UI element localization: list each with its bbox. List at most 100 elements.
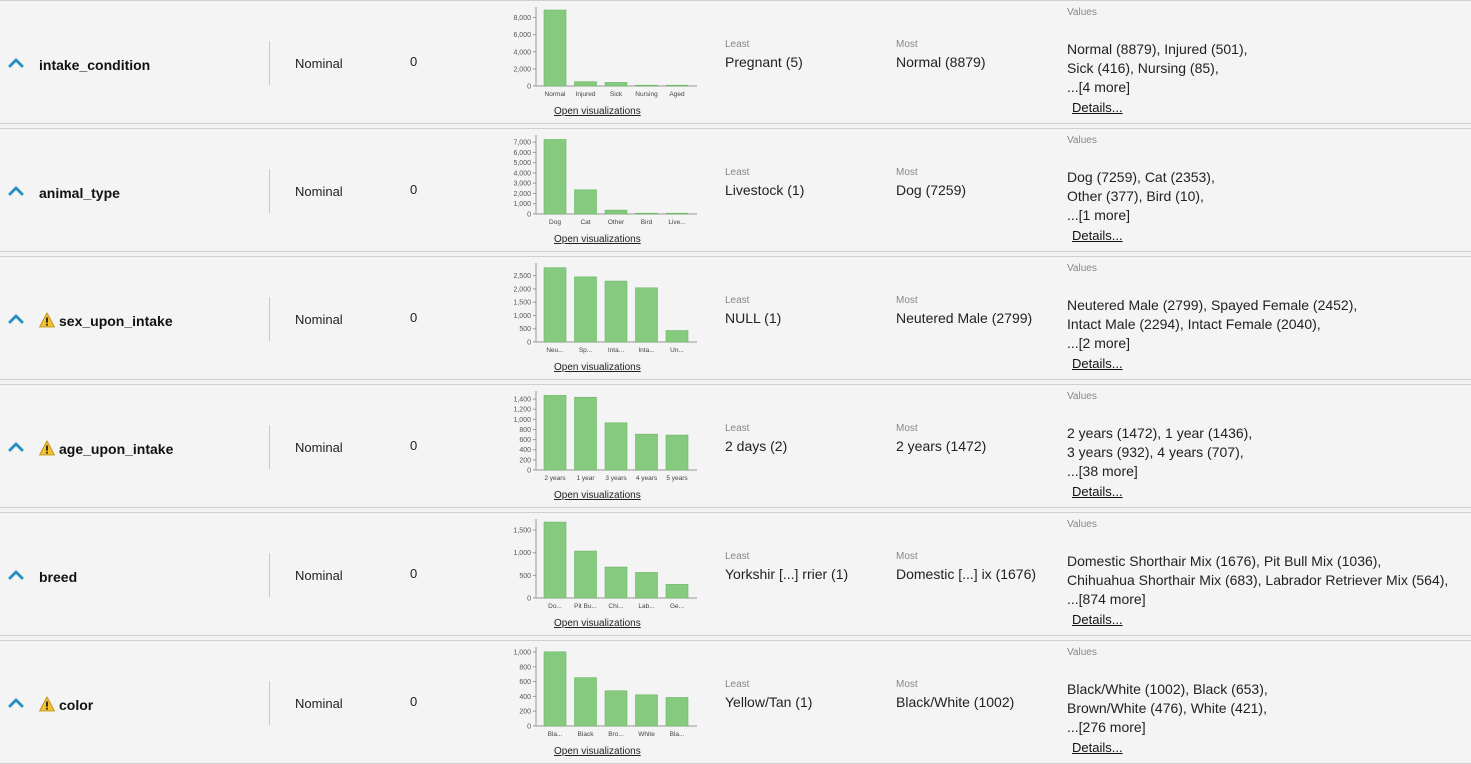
values-line: 3 years (932), 4 years (707), [1067,444,1244,460]
bar[interactable] [665,212,689,215]
y-tick-label: 1,500 [513,300,531,307]
values-line: Dog (7259), Cat (2353), [1067,169,1215,185]
bar[interactable] [635,84,658,87]
bar[interactable] [665,584,689,599]
values-line: Black/White (1002), Black (653), [1067,681,1268,697]
values-line: Chihuahua Shorthair Mix (683), Labrador … [1067,572,1449,588]
values-line: Sick (416), Nursing (85), [1067,60,1219,76]
bar[interactable] [665,434,689,471]
details-link[interactable]: Details... [1072,356,1123,371]
bar[interactable] [543,139,567,215]
bar[interactable] [604,280,628,343]
x-tick-label: Do... [548,603,562,610]
bar[interactable] [574,276,597,343]
open-visualizations-link[interactable]: Open visualizations [554,106,641,117]
y-tick-label: 7,000 [513,140,531,147]
y-tick-label: 6,000 [513,150,531,157]
warning-icon [38,312,56,328]
bar[interactable] [604,209,628,215]
bar[interactable] [635,287,658,343]
y-tick-label: 0 [527,724,531,731]
y-tick-label: 3,000 [513,181,531,188]
details-link[interactable]: Details... [1072,228,1123,243]
y-tick-label: 6,000 [513,32,531,39]
bar[interactable] [635,572,658,599]
attribute-name[interactable]: breed [39,569,78,585]
chevron-up-icon[interactable] [8,440,24,452]
chevron-up-icon[interactable] [8,312,24,324]
most-label: Most [896,551,918,562]
attribute-type: Nominal [295,184,343,199]
bar[interactable] [604,690,628,727]
x-tick-label: Live... [668,219,686,226]
y-tick-label: 0 [527,468,531,475]
y-tick-label: 500 [519,573,531,580]
open-visualizations-link[interactable]: Open visualizations [554,362,641,373]
attribute-name[interactable]: animal_type [39,185,120,201]
bar-chart-svg: 0 200 400 600 800 1,000 Bla... Black Bro... White… [513,647,697,738]
values-line: Normal (8879), Injured (501), [1067,41,1248,57]
attribute-name[interactable]: sex_upon_intake [59,313,173,329]
values-line: Brown/White (476), White (421), [1067,700,1267,716]
most-value: Domestic [...] ix (1676) [896,566,1037,582]
bar[interactable] [574,189,597,215]
bar[interactable] [543,395,567,471]
histogram-chart: 0 500 1,000 1,500 Do... Pit Bu... Chi... Lab...… [500,515,700,620]
x-tick-label: Sick [610,91,623,98]
missing-count: 0 [410,54,418,69]
bar[interactable] [574,81,597,87]
y-tick-label: 2,500 [513,273,531,280]
bar[interactable] [604,566,628,599]
attribute-name[interactable]: intake_condition [39,57,151,73]
bar[interactable] [665,330,689,343]
bar[interactable] [543,267,567,343]
attribute-name[interactable]: age_upon_intake [59,441,174,457]
x-tick-label: Injured [576,91,596,98]
x-tick-label: Bla... [670,731,685,738]
y-tick-label: 800 [519,664,531,671]
bar[interactable] [574,677,597,727]
bar[interactable] [574,550,597,599]
details-link[interactable]: Details... [1072,484,1123,499]
bar[interactable] [665,697,689,727]
bar[interactable] [635,694,658,727]
x-tick-label: White [638,731,655,738]
open-visualizations-link[interactable]: Open visualizations [554,234,641,245]
open-visualizations-link[interactable]: Open visualizations [554,618,641,629]
details-link[interactable]: Details... [1072,612,1123,627]
y-tick-label: 200 [519,709,531,716]
values-line: Domestic Shorthair Mix (1676), Pit Bull … [1067,553,1382,569]
bar[interactable] [574,396,597,471]
least-label: Least [725,295,750,306]
bar-chart-svg: 0 500 1,000 1,500 2,000 2,500 Neu... Sp... Inta.… [513,263,697,354]
bar[interactable] [635,433,658,471]
missing-count: 0 [410,438,418,453]
attribute-name[interactable]: color [59,697,94,713]
attribute-row: animal_type Nominal 0 0 1,000 2,000 3,000 4,000… [0,128,1471,252]
bar[interactable] [665,84,689,87]
bar[interactable] [543,9,567,87]
x-tick-label: 1 year [576,475,595,482]
chevron-up-icon[interactable] [8,696,24,708]
y-tick-label: 4,000 [513,170,531,177]
bar[interactable] [604,82,628,87]
details-link[interactable]: Details... [1072,740,1123,755]
values-line: ...[38 more] [1067,463,1138,479]
x-tick-label: Dog [549,219,561,226]
chevron-up-icon[interactable] [8,568,24,580]
open-visualizations-link[interactable]: Open visualizations [554,746,641,757]
x-tick-label: Bro... [608,731,624,738]
y-tick-label: 400 [519,447,531,454]
chevron-up-icon[interactable] [8,56,24,68]
chevron-up-icon[interactable] [8,184,24,196]
bar[interactable] [543,521,567,599]
x-tick-label: Cat [580,219,590,226]
open-visualizations-link[interactable]: Open visualizations [554,490,641,501]
details-link[interactable]: Details... [1072,100,1123,115]
values-line: ...[2 more] [1067,335,1131,351]
x-tick-label: Aged [669,91,685,98]
bar[interactable] [635,212,658,215]
bar[interactable] [604,422,628,471]
bar[interactable] [543,651,567,727]
least-label: Least [725,551,750,562]
